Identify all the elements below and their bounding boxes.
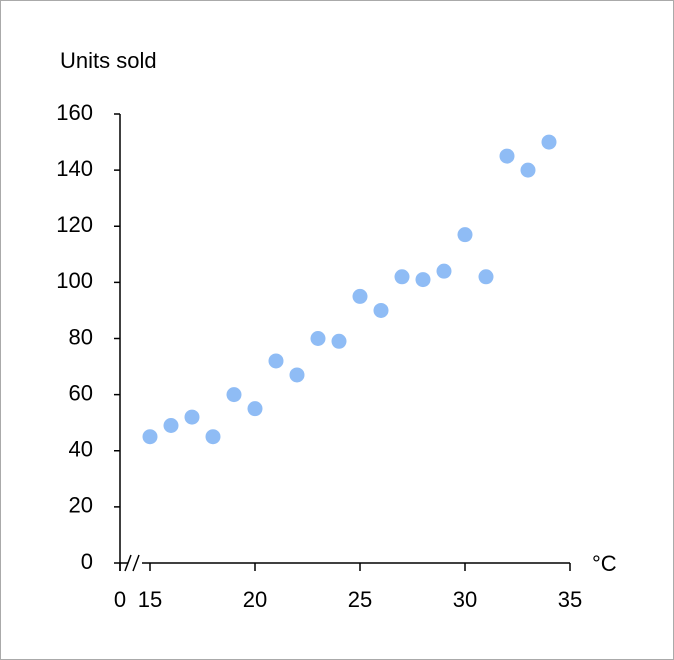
axis-break	[124, 554, 132, 572]
x-axis-label: °C	[592, 551, 617, 576]
point	[394, 269, 410, 285]
point	[310, 331, 326, 346]
y-tick-label: 0	[81, 549, 93, 574]
y-tick-label: 40	[69, 437, 93, 462]
axis-break	[132, 554, 140, 572]
y-tick-label: 20	[69, 493, 93, 518]
x-tick-label: 20	[243, 587, 267, 612]
point	[226, 387, 242, 403]
point	[205, 429, 221, 445]
point	[142, 429, 158, 445]
point	[457, 227, 473, 243]
point	[499, 148, 515, 164]
y-tick-label: 160	[56, 100, 93, 125]
x-tick-label: 25	[348, 587, 372, 612]
point	[478, 269, 494, 285]
point	[541, 134, 557, 150]
x-tick-label: 30	[453, 587, 477, 612]
y-tick-label: 140	[56, 156, 93, 181]
point	[163, 417, 179, 433]
point	[268, 353, 284, 369]
point	[436, 263, 452, 279]
x-tick-label: 35	[558, 587, 582, 612]
point	[247, 401, 263, 417]
y-tick-label: 120	[56, 212, 93, 237]
y-tick-label: 60	[69, 380, 93, 405]
point	[415, 272, 431, 288]
axis-break-gap	[128, 559, 142, 567]
point	[289, 367, 305, 383]
point	[352, 288, 368, 304]
y-tick-label: 100	[56, 268, 93, 293]
point	[184, 409, 200, 425]
point	[373, 302, 389, 318]
x-tick-label: 15	[138, 587, 162, 612]
y-tick-label: 80	[69, 324, 93, 349]
point	[331, 333, 347, 349]
x-tick-label: 0	[114, 587, 126, 612]
point	[520, 162, 536, 178]
y-axis-label: Units sold	[60, 48, 157, 73]
